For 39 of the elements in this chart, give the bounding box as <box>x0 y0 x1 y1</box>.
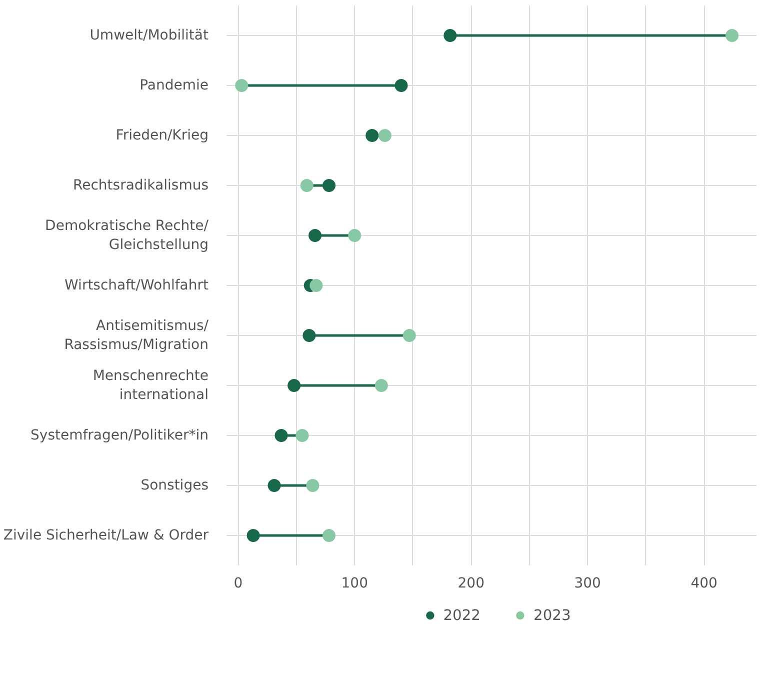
point <box>302 329 316 342</box>
x-tick-label: 0 <box>234 576 243 592</box>
point <box>300 179 314 192</box>
y-tick-label: Systemfragen/Politiker*in <box>30 428 208 444</box>
legend-label: 2023 <box>534 606 571 624</box>
point <box>726 29 739 42</box>
point <box>306 479 320 492</box>
y-tick-label: Frieden/Krieg <box>116 128 209 144</box>
point <box>366 129 379 142</box>
y-tick-label: Menschenrechte international <box>92 368 209 404</box>
y-tick-label: Wirtschaft/Wohlfahrt <box>64 278 210 294</box>
point <box>274 429 288 442</box>
point <box>235 79 248 92</box>
point <box>322 529 336 542</box>
point <box>394 79 408 92</box>
point <box>322 179 336 192</box>
point <box>374 379 388 392</box>
x-tick-label: 400 <box>690 576 718 592</box>
point <box>402 329 416 342</box>
y-tick-label: Umwelt/Mobilität <box>90 28 210 44</box>
y-tick-label: Sonstiges <box>140 478 209 494</box>
y-tick-label: Antisemitismus/ Rassismus/Migration <box>64 318 209 354</box>
point <box>444 29 457 42</box>
point <box>268 479 281 492</box>
legend-label: 2022 <box>443 606 480 624</box>
point <box>378 129 392 142</box>
point <box>348 229 362 242</box>
point <box>310 279 323 292</box>
x-tick-label: 100 <box>341 576 368 592</box>
point <box>288 379 301 392</box>
point <box>296 429 309 442</box>
x-tick-label: 200 <box>458 576 484 592</box>
y-tick-label: Rechtsradikalismus <box>73 178 209 194</box>
point <box>246 529 260 542</box>
x-tick-label: 300 <box>574 576 601 592</box>
point <box>308 229 322 242</box>
y-tick-label: Zivile Sicherheit/Law & Order <box>3 528 209 544</box>
y-tick-label: Pandemie <box>140 78 208 94</box>
y-tick-label: Demokratische Rechte/ Gleichstellung <box>45 218 209 254</box>
